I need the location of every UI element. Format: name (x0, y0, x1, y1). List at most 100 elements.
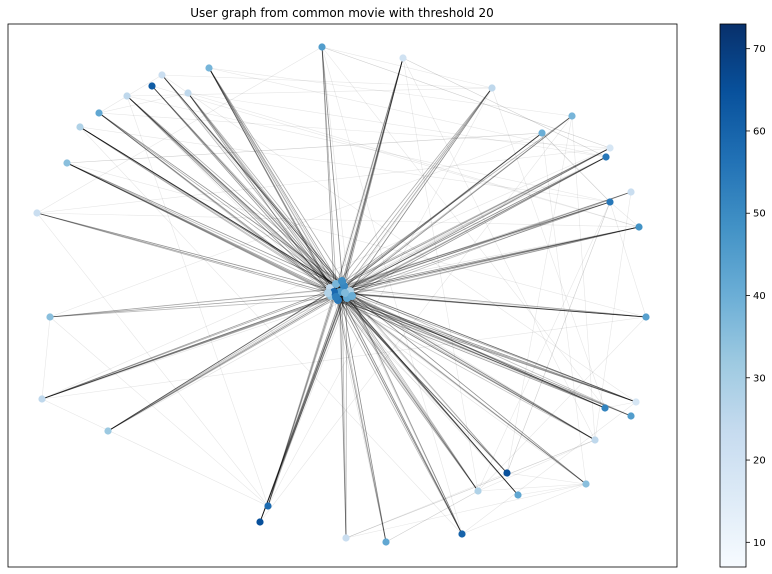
edge-to-hub (41, 293, 340, 400)
edge-to-hub (337, 289, 463, 535)
edge-to-hub (337, 286, 647, 318)
edge-to-hub (340, 191, 632, 299)
edge-faint (347, 293, 463, 535)
edge-to-hub (339, 226, 640, 291)
graph-node (318, 43, 326, 51)
edge-peripheral (506, 201, 611, 474)
edge-to-hub (161, 74, 347, 289)
edge-peripheral (402, 57, 479, 492)
hub-node (338, 277, 346, 285)
graph-node (635, 223, 643, 231)
hub-cluster (324, 277, 356, 304)
edge-to-hub (208, 67, 336, 295)
edge-to-hub (79, 126, 346, 291)
edge-faint (349, 294, 463, 535)
edge-faint (338, 298, 606, 409)
edge-peripheral (477, 439, 596, 492)
graph-node (95, 109, 103, 117)
edge-to-hub (344, 226, 640, 296)
graph-node (642, 313, 650, 321)
edge-to-hub (208, 67, 348, 288)
edge-to-hub (340, 290, 519, 496)
graph-node (38, 395, 46, 403)
graph-node (158, 71, 166, 79)
edge-to-hub (208, 67, 334, 295)
edge-peripheral (541, 132, 611, 203)
edge-peripheral (126, 95, 508, 474)
edge-to-hub (340, 156, 607, 299)
edge-to-hub (333, 295, 463, 535)
colorbar-tick-label: 10 (753, 538, 766, 549)
edge-to-hub (259, 286, 349, 523)
edge-peripheral (36, 46, 323, 214)
edge-peripheral (609, 201, 647, 318)
edge-to-hub (66, 162, 337, 290)
edge-faint (126, 95, 339, 294)
edge-to-hub (151, 85, 339, 291)
edge-to-hub (187, 92, 334, 298)
edge-to-hub (331, 292, 647, 318)
edge-to-hub (337, 57, 404, 298)
edge-faint (334, 291, 479, 492)
edge-faint (259, 299, 349, 523)
edge-to-hub (187, 92, 347, 290)
graph-node (591, 436, 599, 444)
edge-peripheral (491, 87, 606, 409)
graph-node (63, 159, 71, 167)
edge-to-hub (333, 292, 606, 409)
edge-faint (332, 57, 404, 297)
edge-to-hub (337, 115, 573, 300)
edge-faint (344, 296, 596, 441)
edge-peripheral (187, 92, 640, 228)
graph-node (264, 502, 272, 510)
edge-to-hub (342, 293, 519, 496)
edge-faint (337, 57, 404, 289)
edge-peripheral (345, 472, 508, 539)
edge-peripheral (345, 483, 587, 539)
edge-to-hub (347, 156, 607, 298)
edge-to-hub (335, 132, 543, 294)
edge-to-hub (41, 290, 335, 400)
edge-faint (332, 298, 587, 485)
edge-peripheral (541, 132, 587, 485)
edge-to-hub (335, 289, 606, 409)
edge-to-hub (346, 156, 607, 295)
graph-node (601, 404, 609, 412)
edge-to-hub (66, 162, 337, 296)
edge-to-hub (332, 289, 596, 441)
edge-to-hub (339, 132, 543, 289)
edge-peripheral (49, 316, 269, 507)
edge-faint (336, 288, 647, 318)
edge-peripheral (402, 57, 607, 158)
edge-peripheral (321, 46, 493, 89)
edge-to-hub (341, 290, 606, 409)
edge-to-hub (342, 57, 404, 291)
colorbar-tick-label: 70 (753, 44, 766, 55)
edge-to-hub (208, 67, 340, 296)
edge-to-hub (333, 87, 493, 298)
edge-to-hub (107, 288, 335, 432)
edge-faint (347, 287, 463, 535)
hub-edges (36, 46, 647, 543)
edge-to-hub (161, 74, 340, 296)
edge-to-hub (340, 295, 587, 485)
edge-to-hub (208, 67, 342, 288)
edge-to-hub (339, 226, 640, 293)
edge-peripheral (345, 439, 596, 539)
edge-to-hub (342, 226, 640, 292)
edge-to-hub (107, 290, 338, 432)
edge-faint (344, 87, 493, 293)
edge-to-hub (259, 297, 344, 523)
edge-to-hub (107, 297, 336, 432)
edge-peripheral (36, 212, 269, 507)
edge-to-hub (126, 95, 334, 292)
edge-faint (348, 296, 632, 417)
edge-to-hub (259, 298, 343, 523)
edge-to-hub (336, 226, 640, 295)
edge-peripheral (66, 132, 543, 164)
background-edges (36, 46, 647, 543)
hub-node (348, 292, 356, 300)
edge-to-hub (66, 162, 348, 290)
edge-peripheral (98, 74, 163, 114)
edge-to-hub (345, 293, 347, 539)
